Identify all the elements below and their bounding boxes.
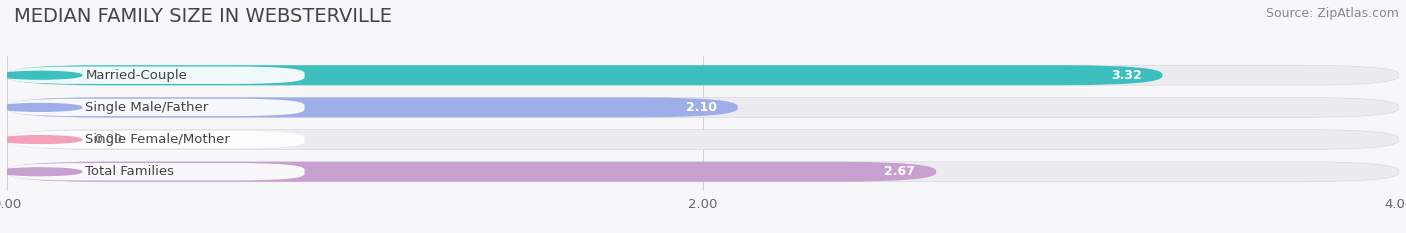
Text: Married-Couple: Married-Couple: [86, 69, 187, 82]
Text: 2.67: 2.67: [884, 165, 915, 178]
FancyBboxPatch shape: [8, 163, 305, 180]
Text: MEDIAN FAMILY SIZE IN WEBSTERVILLE: MEDIAN FAMILY SIZE IN WEBSTERVILLE: [14, 7, 392, 26]
FancyBboxPatch shape: [8, 99, 305, 116]
FancyBboxPatch shape: [8, 131, 305, 148]
FancyBboxPatch shape: [7, 65, 1163, 85]
FancyBboxPatch shape: [7, 97, 738, 117]
Text: Single Female/Mother: Single Female/Mother: [86, 133, 231, 146]
FancyBboxPatch shape: [7, 97, 1399, 117]
Circle shape: [0, 103, 82, 111]
FancyBboxPatch shape: [8, 67, 305, 84]
Circle shape: [0, 136, 82, 144]
Text: 0.00: 0.00: [94, 133, 122, 146]
FancyBboxPatch shape: [7, 162, 936, 182]
Circle shape: [0, 71, 82, 79]
Text: 2.10: 2.10: [686, 101, 717, 114]
FancyBboxPatch shape: [7, 65, 1399, 85]
FancyBboxPatch shape: [7, 130, 1399, 150]
Text: Single Male/Father: Single Male/Father: [86, 101, 208, 114]
Text: 3.32: 3.32: [1111, 69, 1142, 82]
Bar: [7, 162, 1399, 182]
Bar: [7, 65, 1399, 85]
Bar: [7, 97, 1399, 117]
Text: Source: ZipAtlas.com: Source: ZipAtlas.com: [1265, 7, 1399, 20]
Text: Total Families: Total Families: [86, 165, 174, 178]
Bar: [7, 130, 1399, 150]
Circle shape: [0, 168, 82, 176]
FancyBboxPatch shape: [7, 162, 1399, 182]
